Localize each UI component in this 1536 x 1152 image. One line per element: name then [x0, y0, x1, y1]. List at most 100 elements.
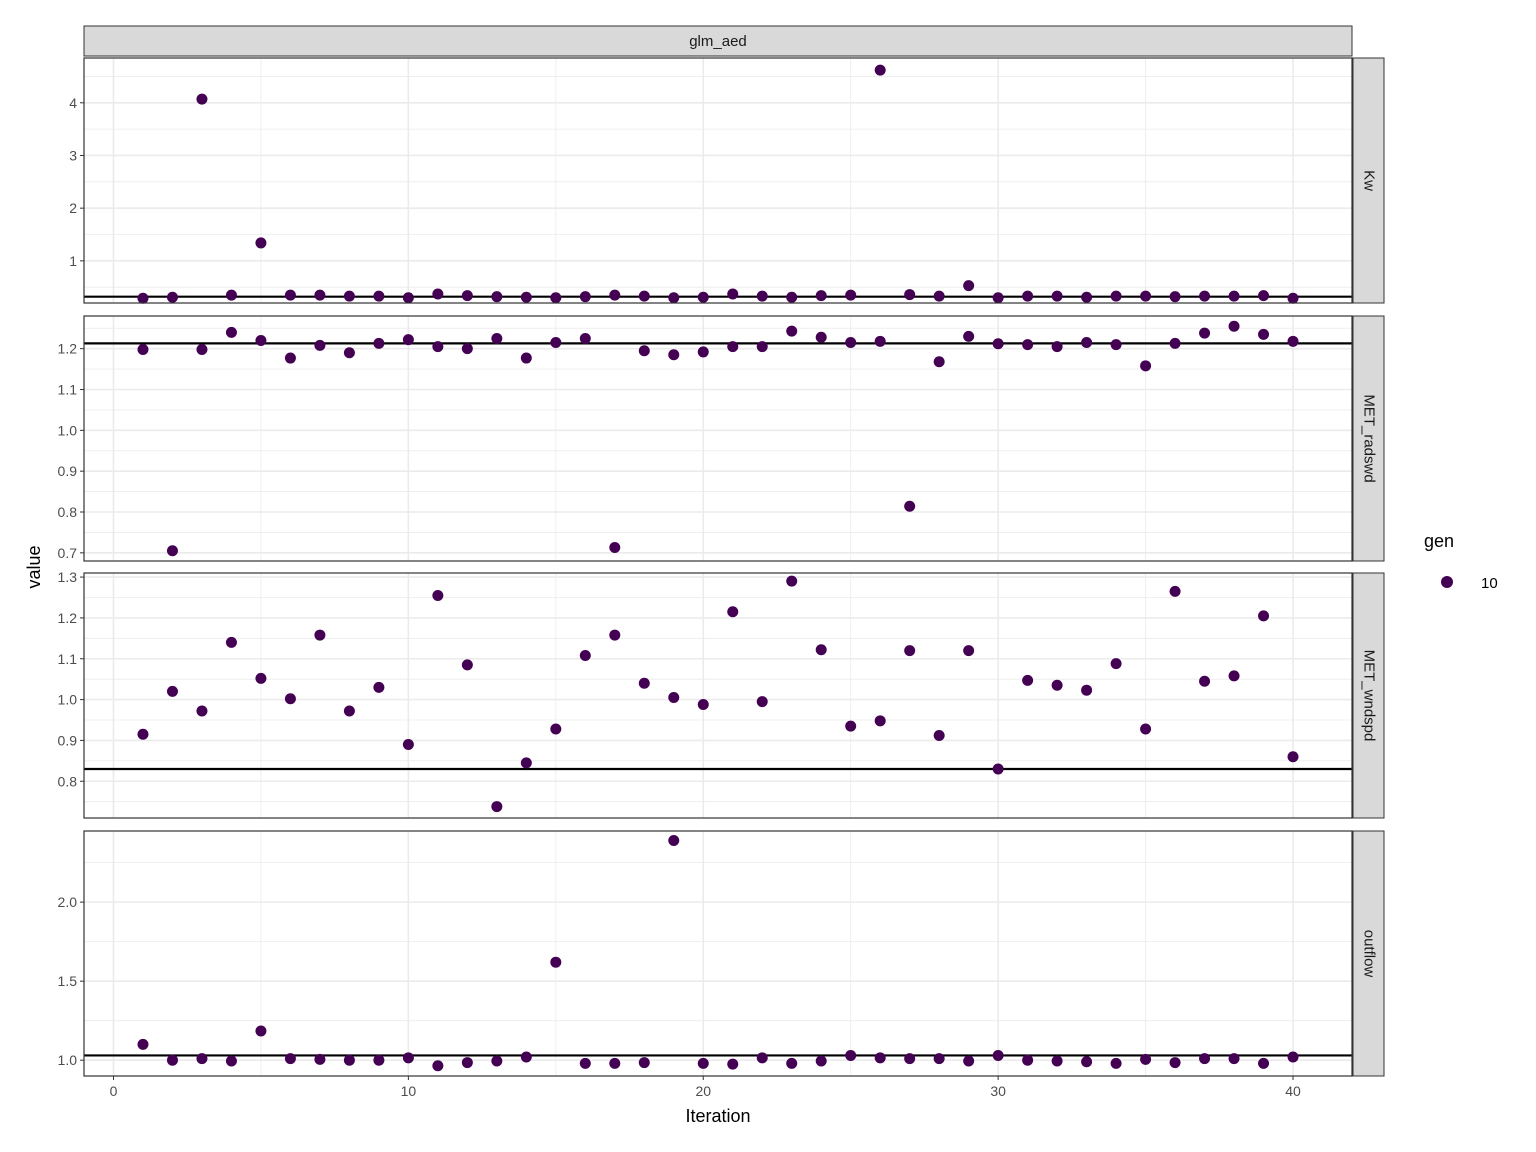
data-point: [255, 1025, 267, 1037]
panel-border: [83, 315, 1353, 562]
data-point: [373, 681, 385, 693]
data-point: [491, 291, 503, 303]
data-point: [284, 289, 296, 301]
data-point: [904, 500, 916, 512]
data-point: [1228, 320, 1240, 332]
y-tick-label: 0.9: [58, 463, 78, 479]
data-point: [1199, 290, 1211, 302]
data-point: [1051, 290, 1063, 302]
data-point: [461, 659, 473, 671]
legend-label: 10: [1481, 575, 1498, 592]
data-point: [609, 629, 621, 641]
panel-MET_radswd: 0.7 0.8 0.9 1.0 1.1 1.2 MET_radswd: [58, 315, 1385, 562]
row-strip: [1352, 572, 1385, 819]
data-point: [373, 1054, 385, 1066]
data-point: [933, 290, 945, 302]
data-point: [579, 332, 591, 344]
data-point: [1140, 723, 1152, 735]
panel-Kw: 1 2 3 4 Kw: [69, 57, 1385, 304]
data-point: [402, 1052, 414, 1064]
data-point: [1022, 1054, 1034, 1066]
data-point: [343, 705, 355, 717]
data-point: [786, 325, 798, 337]
data-point: [1110, 339, 1122, 351]
data-point: [402, 739, 414, 750]
panel-background: [84, 573, 1352, 818]
y-tick-label: 4: [69, 95, 77, 111]
panel-background: [84, 316, 1352, 561]
data-point: [373, 337, 385, 349]
data-point: [609, 1057, 621, 1069]
data-point: [609, 542, 621, 554]
data-point: [284, 352, 296, 364]
data-point: [1110, 1057, 1122, 1069]
data-point: [1081, 291, 1093, 303]
data-point: [579, 291, 591, 303]
y-tick-label: 1.2: [58, 341, 78, 357]
x-tick-label: 0: [110, 1083, 118, 1099]
data-point: [432, 1060, 444, 1072]
data-point: [314, 289, 326, 301]
data-point: [255, 237, 267, 249]
data-point: [697, 698, 709, 710]
data-point: [1228, 1053, 1240, 1065]
data-point: [225, 1055, 237, 1067]
data-point: [845, 720, 857, 732]
data-point: [461, 290, 473, 302]
data-point: [963, 1055, 975, 1067]
data-point: [1051, 679, 1063, 691]
data-point: [845, 289, 857, 301]
y-axis-title: value: [24, 545, 44, 588]
row-strip: [1352, 315, 1385, 562]
data-point: [402, 334, 414, 346]
data-point: [845, 1049, 857, 1061]
data-point: [284, 693, 296, 705]
data-point: [1258, 610, 1270, 622]
data-point: [137, 1038, 149, 1050]
y-tick-label: 0.7: [58, 545, 78, 561]
data-point: [1140, 1053, 1152, 1065]
data-point: [697, 346, 709, 358]
data-point: [432, 288, 444, 300]
column-strip: glm_aed: [83, 25, 1353, 57]
data-point: [491, 1055, 503, 1067]
data-point: [727, 341, 739, 353]
data-point: [1199, 1053, 1211, 1065]
data-point: [196, 93, 208, 105]
data-point: [1287, 335, 1299, 347]
data-point: [166, 291, 178, 303]
y-tick-label: 1: [69, 253, 77, 269]
data-point: [461, 343, 473, 355]
data-point: [904, 289, 916, 301]
y-tick-label: 1.0: [58, 1052, 78, 1068]
data-point: [1228, 290, 1240, 302]
data-point: [815, 1055, 827, 1067]
legend: gen 10: [1424, 531, 1498, 592]
y-tick-label: 1.1: [58, 651, 78, 667]
panel-MET_wndspd: 0.8 0.9 1.0 1.1 1.2 1.3 MET_wndspd: [58, 569, 1385, 819]
data-point: [1169, 1057, 1181, 1069]
data-point: [904, 1053, 916, 1065]
data-point: [1140, 290, 1152, 302]
y-tick-label: 2: [69, 200, 77, 216]
data-point: [668, 692, 680, 704]
data-point: [1022, 674, 1034, 686]
panel-border: [83, 572, 1353, 819]
data-point: [756, 290, 768, 302]
data-point: [845, 337, 857, 349]
data-point: [1169, 291, 1181, 303]
panel-outflow: 1.0 1.5 2.0 outflow 0 10 20 30 40: [58, 830, 1385, 1099]
legend-key-point: [1441, 576, 1453, 588]
data-point: [343, 290, 355, 302]
data-point: [225, 636, 237, 648]
data-point: [1287, 292, 1299, 304]
data-point: [609, 289, 621, 301]
data-point: [1081, 684, 1093, 696]
data-point: [550, 723, 562, 735]
data-point: [373, 290, 385, 302]
data-point: [815, 290, 827, 302]
row-strip-label: MET_wndspd: [1361, 650, 1378, 742]
data-point: [697, 291, 709, 303]
data-point: [520, 757, 532, 769]
data-point: [1258, 328, 1270, 340]
